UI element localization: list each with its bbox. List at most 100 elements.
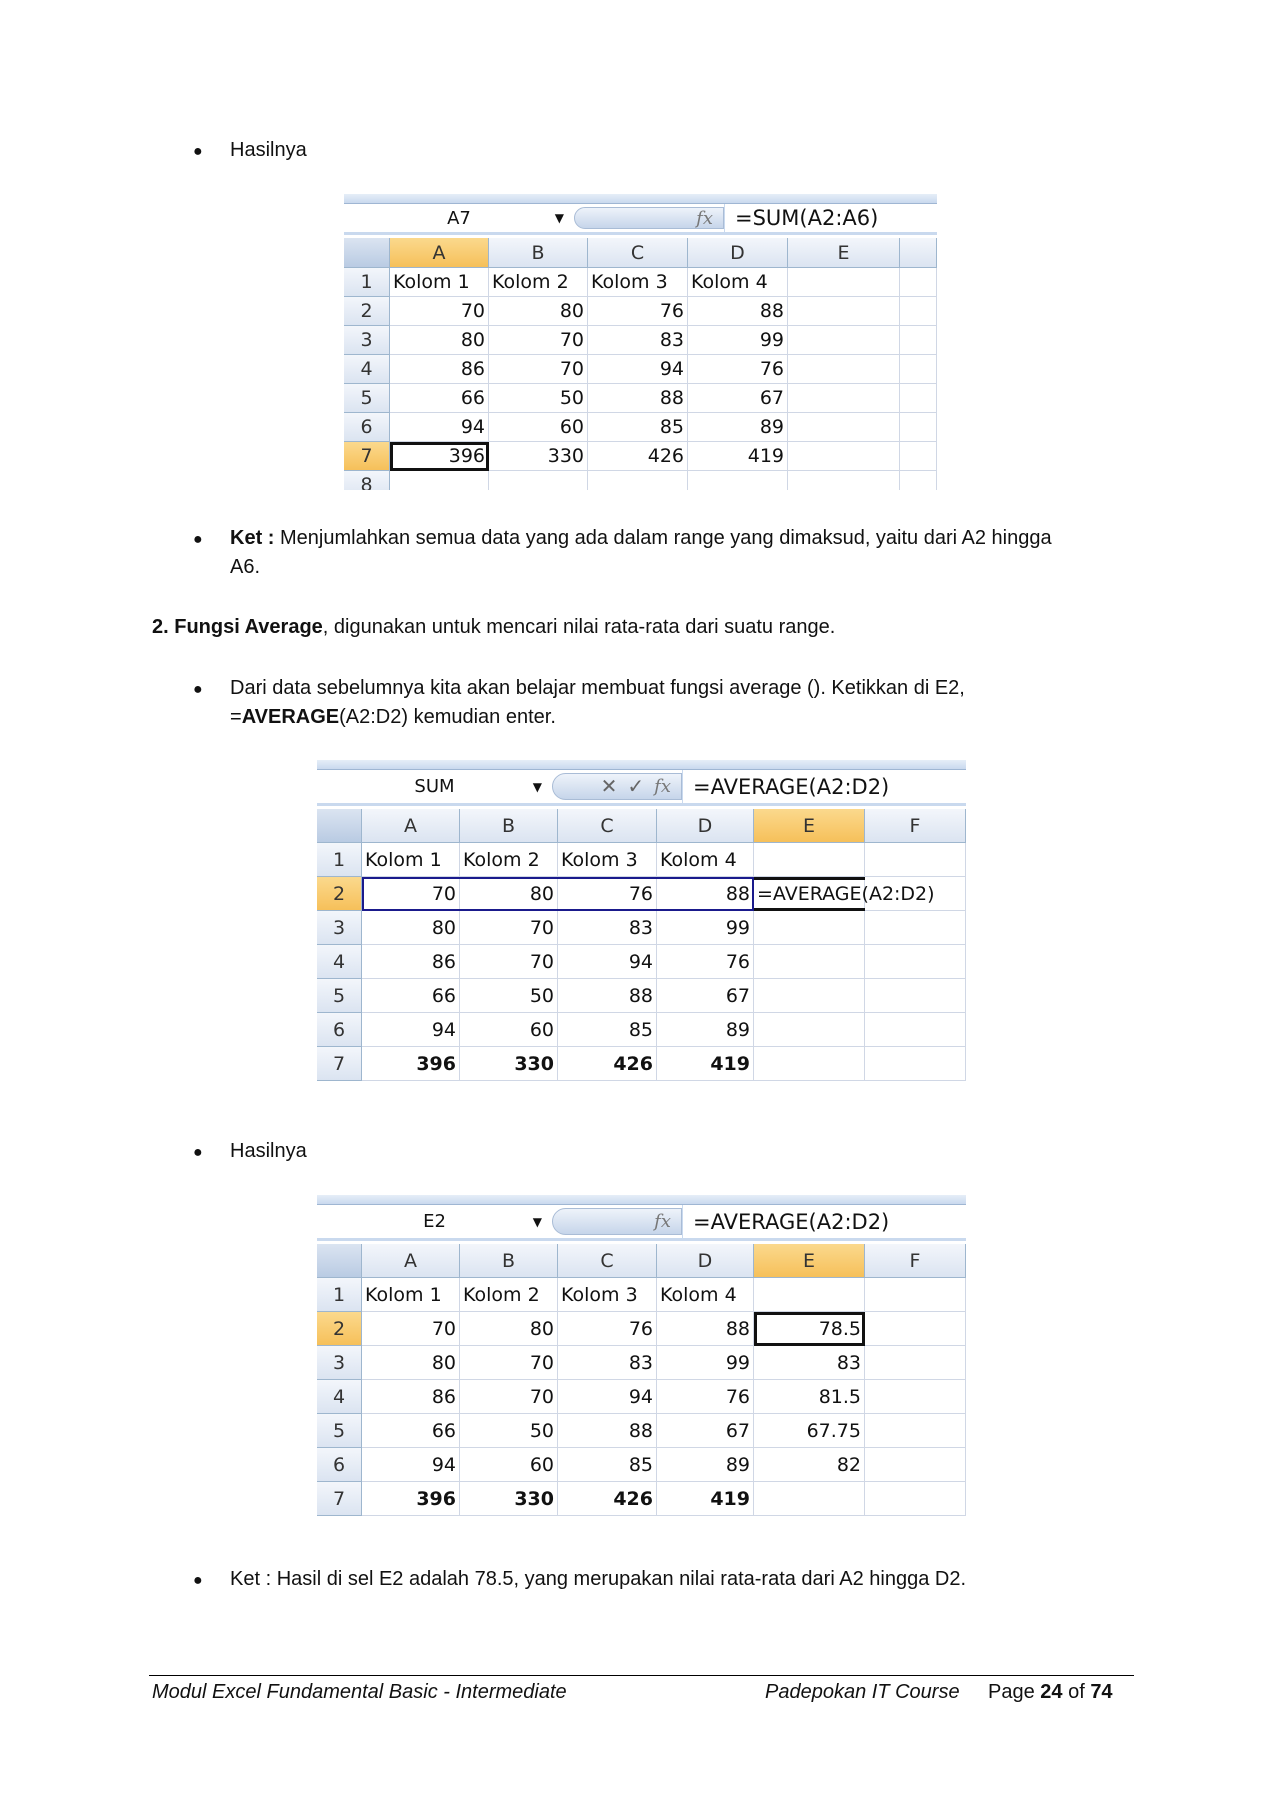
cell[interactable] <box>865 1047 966 1081</box>
cell[interactable]: Kolom 3 <box>558 1278 657 1312</box>
cell[interactable]: 86 <box>362 1380 460 1414</box>
cell[interactable] <box>865 1414 966 1448</box>
cell[interactable]: 76 <box>588 297 688 326</box>
cell[interactable] <box>900 297 937 326</box>
cell[interactable]: Kolom 2 <box>489 268 588 297</box>
cell[interactable]: 60 <box>460 1448 558 1482</box>
cell[interactable]: 99 <box>657 1346 754 1380</box>
cell[interactable]: 70 <box>460 945 558 979</box>
column-header-a[interactable]: A <box>390 238 489 268</box>
cell[interactable]: 67 <box>657 979 754 1013</box>
chevron-down-icon[interactable]: ▼ <box>532 1214 542 1229</box>
row-header[interactable]: 3 <box>317 1346 362 1380</box>
cell[interactable]: 70 <box>489 355 588 384</box>
formula-input[interactable]: =AVERAGE(A2:D2) <box>682 770 889 803</box>
cell[interactable]: 82 <box>754 1448 865 1482</box>
name-box[interactable]: SUM ▼ <box>317 770 552 803</box>
cell[interactable] <box>688 471 788 490</box>
cell[interactable] <box>754 1013 865 1047</box>
row-header[interactable]: 1 <box>317 1278 362 1312</box>
name-box[interactable]: A7 ▼ <box>344 204 574 232</box>
cell[interactable] <box>865 1312 966 1346</box>
row-header[interactable]: 1 <box>317 843 362 877</box>
cell[interactable]: 67 <box>688 384 788 413</box>
cell[interactable] <box>900 268 937 297</box>
cell[interactable] <box>788 471 900 490</box>
row-header[interactable]: 8 <box>344 471 390 490</box>
row-header[interactable]: 5 <box>344 384 390 413</box>
cell[interactable] <box>900 413 937 442</box>
column-header-c[interactable]: C <box>558 809 657 843</box>
cell[interactable]: 50 <box>489 384 588 413</box>
cell[interactable] <box>788 297 900 326</box>
chevron-down-icon[interactable]: ▼ <box>532 779 542 794</box>
column-header-d[interactable]: D <box>657 1244 754 1278</box>
cell[interactable]: 330 <box>460 1047 558 1081</box>
cell[interactable] <box>788 355 900 384</box>
row-header[interactable]: 3 <box>344 326 390 355</box>
column-header-e[interactable]: E <box>788 238 900 268</box>
cell[interactable] <box>865 843 966 877</box>
cell[interactable]: 83 <box>754 1346 865 1380</box>
cell[interactable] <box>865 945 966 979</box>
column-header-c[interactable]: C <box>558 1244 657 1278</box>
column-header-a[interactable]: A <box>362 809 460 843</box>
cell[interactable]: 86 <box>362 945 460 979</box>
column-header-b[interactable]: B <box>460 1244 558 1278</box>
cell[interactable]: Kolom 1 <box>362 843 460 877</box>
insert-function-icon[interactable]: fx <box>654 1210 671 1232</box>
formula-input[interactable]: =AVERAGE(A2:D2) <box>682 1205 889 1238</box>
row-header[interactable]: 6 <box>317 1013 362 1047</box>
cell[interactable]: 88 <box>558 979 657 1013</box>
cell[interactable]: 80 <box>362 1346 460 1380</box>
cell[interactable]: 419 <box>657 1482 754 1516</box>
cell[interactable] <box>754 1278 865 1312</box>
cell[interactable]: 88 <box>588 384 688 413</box>
cell[interactable] <box>865 1448 966 1482</box>
cell[interactable]: 70 <box>460 1346 558 1380</box>
cell[interactable]: 80 <box>390 326 489 355</box>
cell[interactable]: 330 <box>489 442 588 471</box>
row-header[interactable]: 4 <box>317 945 362 979</box>
select-all-button[interactable] <box>317 809 362 843</box>
cell[interactable]: 330 <box>460 1482 558 1516</box>
cell[interactable]: Kolom 1 <box>390 268 489 297</box>
cell[interactable]: 83 <box>558 911 657 945</box>
select-all-button[interactable] <box>317 1244 362 1278</box>
cell[interactable]: 94 <box>390 413 489 442</box>
cell[interactable]: 99 <box>657 911 754 945</box>
cell[interactable]: Kolom 3 <box>558 843 657 877</box>
row-header[interactable]: 1 <box>344 268 390 297</box>
cell[interactable] <box>754 843 865 877</box>
cell[interactable] <box>754 1482 865 1516</box>
select-all-button[interactable] <box>344 238 390 268</box>
column-header-b[interactable]: B <box>460 809 558 843</box>
cell[interactable]: 94 <box>558 945 657 979</box>
cell[interactable]: 81.5 <box>754 1380 865 1414</box>
cell[interactable]: Kolom 2 <box>460 843 558 877</box>
name-box[interactable]: E2 ▼ <box>317 1205 552 1238</box>
row-header[interactable]: 5 <box>317 979 362 1013</box>
cell[interactable]: 88 <box>688 297 788 326</box>
cell[interactable] <box>588 471 688 490</box>
cell[interactable]: 88 <box>558 1414 657 1448</box>
insert-function-icon[interactable]: fx <box>654 775 671 797</box>
cell[interactable] <box>865 1346 966 1380</box>
cell[interactable]: 67.75 <box>754 1414 865 1448</box>
cell[interactable]: 88 <box>657 1312 754 1346</box>
cell[interactable] <box>390 471 489 490</box>
row-header[interactable]: 7 <box>317 1482 362 1516</box>
cell[interactable]: Kolom 4 <box>657 1278 754 1312</box>
cell[interactable] <box>754 979 865 1013</box>
cell[interactable]: 89 <box>688 413 788 442</box>
row-header[interactable]: 6 <box>344 413 390 442</box>
column-header-c[interactable]: C <box>588 238 688 268</box>
cell[interactable]: 70 <box>362 1312 460 1346</box>
row-header[interactable]: 3 <box>317 911 362 945</box>
cell[interactable] <box>754 911 865 945</box>
cell[interactable] <box>865 1380 966 1414</box>
cell[interactable]: 94 <box>362 1448 460 1482</box>
insert-function-icon[interactable]: fx <box>696 207 713 229</box>
cell[interactable]: 70 <box>460 1380 558 1414</box>
cell[interactable] <box>788 442 900 471</box>
